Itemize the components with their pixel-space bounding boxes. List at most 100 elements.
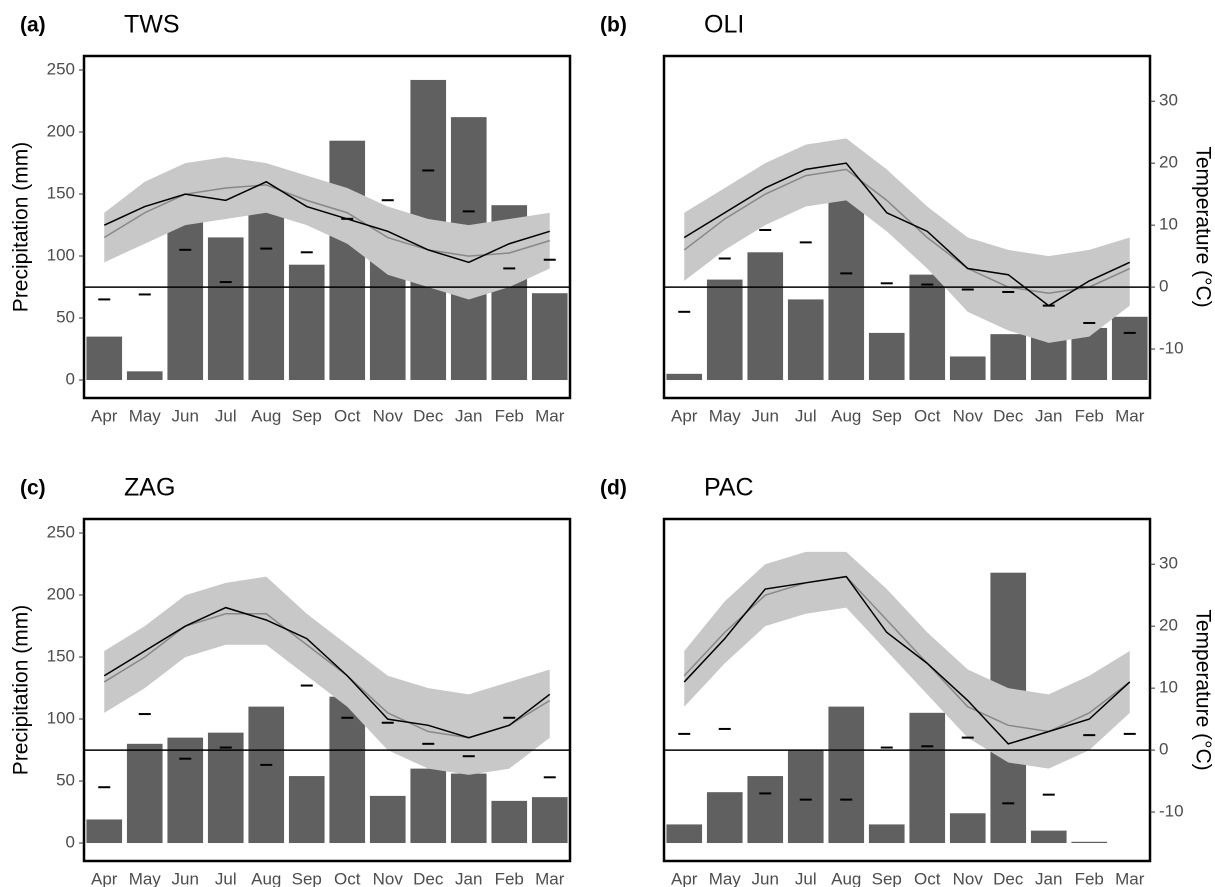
bar <box>828 200 865 381</box>
y-tick-label: 250 <box>47 522 75 541</box>
x-tick-label: Jan <box>1035 406 1062 425</box>
bar <box>86 819 123 844</box>
y2-tick-label: 30 <box>1159 554 1178 573</box>
temperature-range <box>104 576 550 775</box>
x-tick-label: Aug <box>251 406 281 425</box>
y-tick-label: 150 <box>47 646 75 665</box>
temperature-line <box>103 606 551 739</box>
bar <box>329 140 366 381</box>
bar <box>706 279 743 381</box>
x-tick-label: Sep <box>292 406 322 425</box>
y2-tick-label: -10 <box>1159 802 1184 821</box>
x-tick-label: Aug <box>831 406 861 425</box>
x-tick-label: Jan <box>1035 869 1062 887</box>
x-tick-label: Jun <box>172 406 199 425</box>
bar <box>288 776 325 844</box>
bar <box>531 797 568 844</box>
x-tick-label: Aug <box>831 869 861 887</box>
bar <box>450 773 487 844</box>
panel-title: ZAG <box>124 474 175 502</box>
x-tick-label: Nov <box>953 406 984 425</box>
plot-frame <box>662 54 1152 400</box>
y2-tick-label: 10 <box>1159 215 1178 234</box>
x-tick-label: Aug <box>251 869 281 887</box>
x-tick-label: Jun <box>172 869 199 887</box>
panel-label: (c) <box>20 477 46 500</box>
bar <box>787 750 824 844</box>
x-tick-label: May <box>129 869 162 887</box>
temperature-range <box>684 138 1130 343</box>
x-tick-label: Feb <box>495 869 524 887</box>
y-tick-label: 50 <box>56 308 75 327</box>
x-tick-label: May <box>709 406 742 425</box>
x-tick-label: Jul <box>795 406 817 425</box>
y2-tick-label: 0 <box>1159 277 1168 296</box>
temperature-range <box>684 551 1130 769</box>
y-axis-title: Precipitation (mm) <box>10 142 33 312</box>
y-tick-label: 0 <box>66 370 75 389</box>
y-tick-label: 0 <box>66 833 75 852</box>
y-tick-label: 100 <box>47 246 75 265</box>
temperature-range <box>104 156 550 300</box>
x-tick-label: Mar <box>535 869 565 887</box>
temperature-line <box>103 180 550 264</box>
bar <box>706 792 743 844</box>
x-tick-label: Feb <box>1075 869 1104 887</box>
x-tick-label: Sep <box>872 406 902 425</box>
x-tick-label: Nov <box>373 406 404 425</box>
y-tick-label: 50 <box>56 771 75 790</box>
bar <box>868 824 905 844</box>
panel-title: OLI <box>704 11 744 39</box>
temperature-line <box>683 162 1131 307</box>
x-tick-label: Feb <box>1075 406 1104 425</box>
x-tick-label: Jul <box>215 406 237 425</box>
x-tick-label: Nov <box>953 869 984 887</box>
bar <box>126 371 163 381</box>
bar <box>369 795 406 844</box>
x-tick-label: Dec <box>993 406 1024 425</box>
x-tick-label: Oct <box>334 869 361 887</box>
x-tick-label: Oct <box>914 869 941 887</box>
bar <box>329 696 366 844</box>
x-tick-label: Apr <box>671 406 698 425</box>
bar <box>288 264 325 381</box>
bar <box>949 356 986 381</box>
x-tick-label: Oct <box>334 406 361 425</box>
y-axis-title: Precipitation (mm) <box>10 605 33 775</box>
bar <box>207 732 244 844</box>
y-tick-label: 250 <box>47 59 75 78</box>
temperature-line <box>683 168 1131 295</box>
x-tick-label: May <box>129 406 162 425</box>
panel-label: (d) <box>600 477 627 500</box>
bar <box>126 743 163 844</box>
x-tick-label: Apr <box>671 869 698 887</box>
x-tick-label: Dec <box>413 406 444 425</box>
x-tick-label: Sep <box>872 869 902 887</box>
x-tick-label: Sep <box>292 869 322 887</box>
x-tick-label: Mar <box>1115 406 1145 425</box>
panel-title: PAC <box>704 474 754 502</box>
y2-axis-title: Temperature (°C) <box>1191 146 1214 307</box>
bar <box>167 737 204 844</box>
x-tick-label: Dec <box>413 869 444 887</box>
y-tick-label: 100 <box>47 709 75 728</box>
x-tick-label: Feb <box>495 406 524 425</box>
bar <box>828 706 865 844</box>
bar <box>1111 316 1148 381</box>
temperature-line <box>103 184 550 257</box>
plot-frame <box>82 517 572 863</box>
x-tick-label: Jun <box>752 869 779 887</box>
y-tick-label: 200 <box>47 584 75 603</box>
bar <box>666 824 703 844</box>
x-tick-label: Jan <box>455 869 482 887</box>
plot-frame <box>662 517 1152 863</box>
plot-frame <box>82 54 572 400</box>
temperature-line <box>683 575 1131 745</box>
x-tick-label: Jul <box>795 869 817 887</box>
x-tick-label: Jun <box>752 406 779 425</box>
x-tick-label: May <box>709 869 742 887</box>
bar <box>747 252 784 381</box>
bar <box>531 293 568 381</box>
bar <box>86 336 123 381</box>
